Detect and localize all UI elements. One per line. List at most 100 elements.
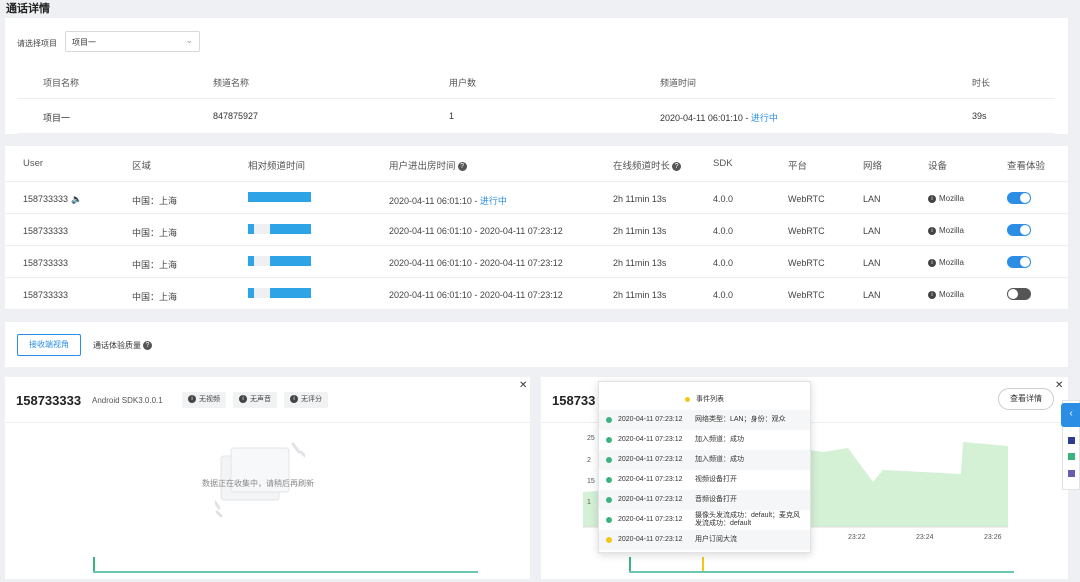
event-description: 网络类型：LAN；身份：观众 (695, 416, 786, 423)
panel-sdk-version: Android SDK3.0.0.1 (92, 396, 163, 405)
col-inout-time-label: 用户进出房时间 (389, 161, 456, 172)
panel-user-id: 158733 (552, 393, 596, 408)
table-row[interactable]: 158733333 中国：上海 2020-04-11 06:01:10 - 2020… (5, 214, 1068, 246)
col-platform: 平台 (788, 161, 808, 172)
event-description: 加入频道：成功 (695, 456, 744, 463)
inout-time-text: 2020-04-11 06:01:10 - 2020-04-11 07:23:1… (389, 290, 563, 300)
close-icon[interactable]: ✕ (519, 380, 528, 391)
event-description: 音频设备打开 (695, 496, 737, 503)
status-in-progress: 进行中 (750, 113, 778, 123)
device[interactable]: i Mozilla (928, 226, 964, 235)
experience-toggle[interactable] (1007, 224, 1031, 236)
list-item[interactable]: 2020-04-11 07:23:12 视频设备打开 (599, 470, 810, 490)
sdk-version: 4.0.0 (713, 258, 734, 268)
event-time: 2020-04-11 07:23:12 (618, 496, 683, 503)
list-item[interactable]: 2020-04-11 07:23:12 加入频道：成功 (599, 430, 810, 450)
empty-state-text: 数据正在收集中，请稍后再刷新 (202, 479, 314, 488)
experience-toggle[interactable] (1007, 288, 1031, 300)
timeline-track (93, 571, 478, 573)
user-region: 中国：上海 (132, 228, 178, 238)
tab-receiver-view[interactable]: 接收端视角 (17, 334, 81, 356)
info-icon: i (928, 258, 936, 267)
col-device: 设备 (928, 161, 948, 172)
help-icon[interactable]: ? (672, 161, 682, 171)
list-item[interactable]: 2020-04-11 07:23:12 音频设备打开 (599, 490, 810, 510)
online-duration: 2h 11min 13s (613, 226, 667, 236)
user-table-header: User 区域 相对频道时间 用户进出房时间? 在线频道时长? SDK 平台 网… (5, 146, 1068, 182)
timeline-event-marker[interactable] (93, 557, 95, 571)
legend-square-icon[interactable] (1068, 437, 1075, 444)
user-table-body: 158733333 🔈 中国：上海 2020-04-11 06:01:10 - 进行中… (5, 182, 1068, 310)
event-time: 2020-04-11 07:23:12 (618, 516, 683, 523)
relative-time-bar (248, 192, 311, 202)
list-item[interactable]: 2020-04-11 07:23:12 摄像头发流成功：default；麦克风发流… (599, 510, 810, 530)
badge-no-rating: 无评分 (301, 396, 322, 403)
page-title: 通话详情 (6, 3, 50, 15)
table-row[interactable]: 158733333 中国：上海 2020-04-11 06:01:10 - 2020… (5, 278, 1068, 310)
event-status-icon (606, 537, 612, 543)
event-status-icon (606, 497, 612, 503)
network: LAN (863, 194, 881, 204)
timeline-track (629, 571, 1014, 573)
table-row[interactable]: 158733333 🔈 中国：上海 2020-04-11 06:01:10 - 进行中… (5, 182, 1068, 214)
inout-time: 2020-04-11 06:01:10 - 2020-04-11 07:23:1… (389, 258, 563, 268)
col-network: 网络 (863, 161, 883, 172)
event-time: 2020-04-11 07:23:12 (618, 436, 683, 443)
channel-time-start: 2020-04-11 06:01:10 - (660, 113, 751, 123)
toggle-knob (1020, 225, 1030, 235)
status-badge: i 无视频 (182, 392, 226, 408)
legend-square-icon[interactable] (1068, 470, 1075, 477)
experience-toggle[interactable] (1007, 192, 1031, 204)
table-row[interactable]: 158733333 中国：上海 2020-04-11 06:01:10 - 2020… (5, 246, 1068, 278)
chevron-left-icon[interactable]: ‹ (1061, 403, 1080, 427)
channel-name: 847875927 (213, 111, 259, 121)
status-in-progress: 进行中 (479, 196, 507, 206)
legend-square-icon[interactable] (1068, 453, 1075, 460)
close-icon[interactable]: ✕ (1055, 380, 1064, 391)
table-row[interactable]: 项目一 847875927 1 2020-04-11 06:01:10 - 进行… (17, 99, 1055, 134)
user-id: 158733333 (23, 258, 68, 268)
list-item[interactable]: 2020-04-11 07:23:12 网络类型：LAN；身份：观众 (599, 410, 810, 430)
project-name: 项目一 (43, 113, 71, 123)
sdk-version: 4.0.0 (713, 290, 734, 300)
empty-state-icon (215, 442, 305, 517)
user-panel-left: 158733333 Android SDK3.0.0.1 i 无视频 i 无声音 i… (5, 377, 530, 579)
timeline-event-marker[interactable] (629, 557, 631, 571)
channel-time-segment (270, 288, 311, 298)
help-icon[interactable]: ? (457, 161, 467, 171)
info-icon: i (290, 395, 298, 404)
timeline-event-marker[interactable] (702, 557, 704, 571)
user-region: 中国：上海 (132, 196, 178, 206)
list-item[interactable]: 2020-04-11 07:23:12 用户订阅大流 (599, 530, 810, 550)
online-duration: 2h 11min 13s (613, 194, 667, 204)
device[interactable]: i Mozilla (928, 258, 964, 267)
sdk-version: 4.0.0 (713, 194, 734, 204)
experience-toggle[interactable] (1007, 256, 1031, 268)
list-item[interactable]: 2020-04-11 07:23:12 加入频道：成功 (599, 450, 810, 470)
event-dot-icon (685, 396, 690, 402)
channel-time-segment (270, 256, 311, 266)
platform: WebRTC (788, 226, 825, 236)
col-experience: 查看体验 (1007, 161, 1046, 172)
toggle-knob (1020, 193, 1030, 203)
inout-time: 2020-04-11 06:01:10 - 2020-04-11 07:23:1… (389, 290, 563, 300)
network: LAN (863, 258, 881, 268)
help-icon[interactable]: ? (143, 341, 152, 351)
panel-divider (5, 422, 530, 423)
user-id-text: 158733333 (23, 194, 69, 204)
col-sdk: SDK (713, 158, 733, 169)
info-icon: i (239, 395, 247, 404)
relative-time-bar (248, 224, 311, 234)
platform: WebRTC (788, 194, 825, 204)
device[interactable]: i Mozilla (928, 290, 964, 299)
status-badge: i 无评分 (284, 392, 328, 408)
project-select-value: 项目一 (72, 38, 96, 47)
view-details-button[interactable]: 查看详情 (998, 388, 1054, 410)
y-axis-label: 1 (587, 499, 591, 506)
tab-call-quality[interactable]: 通话体验质量? (93, 340, 152, 351)
project-select[interactable]: 项目一 ⌄ (65, 31, 200, 52)
project-card: 请选择项目 项目一 ⌄ 项目名称 频道名称 用户数 频道时间 时长 项目一 84… (5, 18, 1068, 134)
device[interactable]: i Mozilla (928, 194, 964, 203)
channel-time-segment (248, 256, 255, 266)
event-description: 摄像头发流成功：default；麦克风发流成功：default (695, 512, 801, 527)
